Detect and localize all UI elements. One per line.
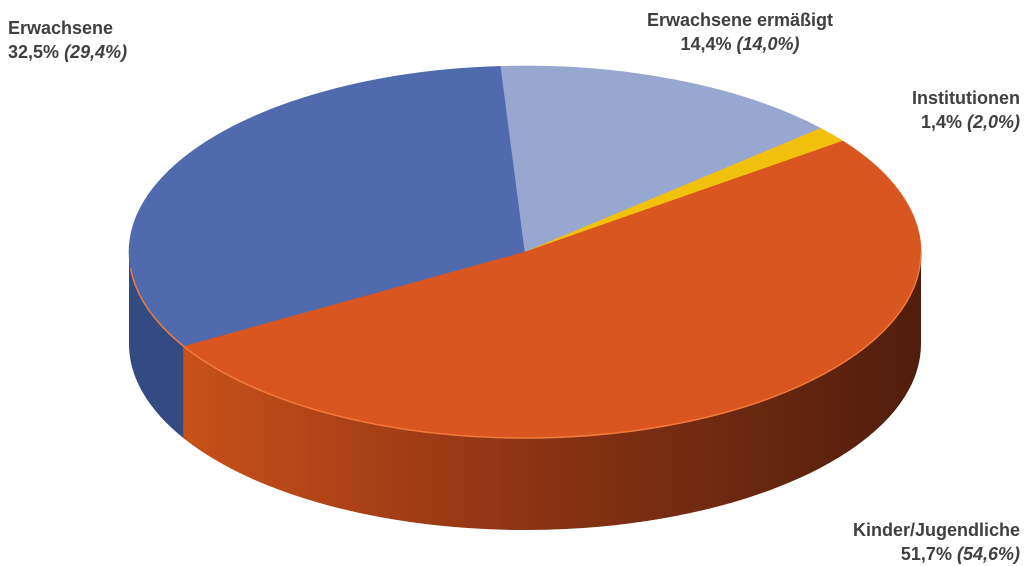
label-erwachsene-ermaessigt: Erwachsene ermäßigt 14,4% (14,0%) bbox=[620, 8, 860, 56]
label-institutionen-value: 1,4% bbox=[920, 112, 962, 132]
label-erwachsene-value: 32,5% bbox=[8, 42, 60, 62]
label-erwachsene-ermaessigt-previous: (14,0%) bbox=[736, 34, 800, 54]
label-erwachsene-previous: (29,4%) bbox=[64, 42, 128, 62]
label-erwachsene-ermaessigt-name: Erwachsene ermäßigt bbox=[646, 10, 834, 30]
label-institutionen: Institutionen 1,4% (2,0%) bbox=[874, 86, 1020, 134]
label-erwachsene: Erwachsene 32,5% (29,4%) bbox=[8, 16, 127, 64]
label-institutionen-previous: (2,0%) bbox=[966, 112, 1020, 132]
pie-side-walls bbox=[129, 252, 921, 530]
label-kinder-jugendliche-value: 51,7% bbox=[900, 544, 952, 564]
pie-rim-highlight bbox=[129, 251, 922, 439]
pie-slice-erwachsene-ermaessigt bbox=[500, 65, 822, 253]
label-erwachsene-ermaessigt-value: 14,4% bbox=[680, 34, 732, 54]
label-kinder-jugendliche-name: Kinder/Jugendliche bbox=[852, 520, 1020, 540]
label-kinder-jugendliche: Kinder/Jugendliche 51,7% (54,6%) bbox=[790, 518, 1020, 566]
label-institutionen-name: Institutionen bbox=[912, 88, 1020, 108]
pie-top-slices bbox=[128, 65, 922, 439]
label-erwachsene-name: Erwachsene bbox=[8, 18, 114, 38]
label-kinder-jugendliche-previous: (54,6%) bbox=[956, 544, 1020, 564]
pie-side-erwachsene bbox=[129, 252, 184, 439]
pie-side-kinder-jugendliche bbox=[183, 252, 921, 530]
